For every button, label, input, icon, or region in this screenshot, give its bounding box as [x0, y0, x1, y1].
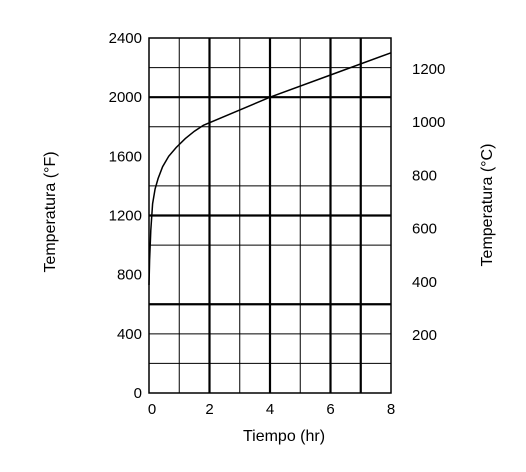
x-tick-label: 2 [205, 401, 213, 418]
y-right-tick-label: 200 [412, 327, 437, 344]
x-tick-label: 4 [266, 401, 274, 418]
y-left-tick-label: 0 [134, 385, 142, 402]
y-left-tick-label: 1200 [109, 208, 142, 225]
x-tick-label: 0 [148, 401, 156, 418]
y-right-tick-label: 1200 [412, 61, 445, 78]
y-left-tick-labels: 0 400 800 1200 1600 2000 2400 [109, 30, 142, 402]
y-left-tick-label: 800 [117, 267, 142, 284]
plot-frame [148, 37, 392, 394]
y-right-tick-label: 400 [412, 274, 437, 291]
y-left-tick-label: 1600 [109, 148, 142, 165]
y-left-tick-label: 400 [117, 326, 142, 343]
y-left-tick-label: 2400 [109, 30, 142, 47]
y-right-tick-label: 1000 [412, 114, 445, 131]
y-right-tick-labels: 200 400 600 800 1000 1200 [412, 61, 445, 344]
x-axis-title: Tiempo (hr) [243, 428, 325, 445]
x-tick-label: 6 [326, 401, 334, 418]
x-tick-label: 8 [387, 401, 395, 418]
y-left-axis-title: Temperatura (°F) [42, 151, 59, 272]
y-left-tick-label: 2000 [109, 89, 142, 106]
grid [149, 38, 391, 393]
y-right-tick-label: 600 [412, 221, 437, 238]
y-right-tick-label: 800 [412, 167, 437, 184]
x-tick-labels: 0 2 4 6 8 [148, 401, 395, 418]
series-line-temperature [148, 52, 392, 286]
y-right-axis-title: Temperatura (°C) [479, 144, 496, 267]
